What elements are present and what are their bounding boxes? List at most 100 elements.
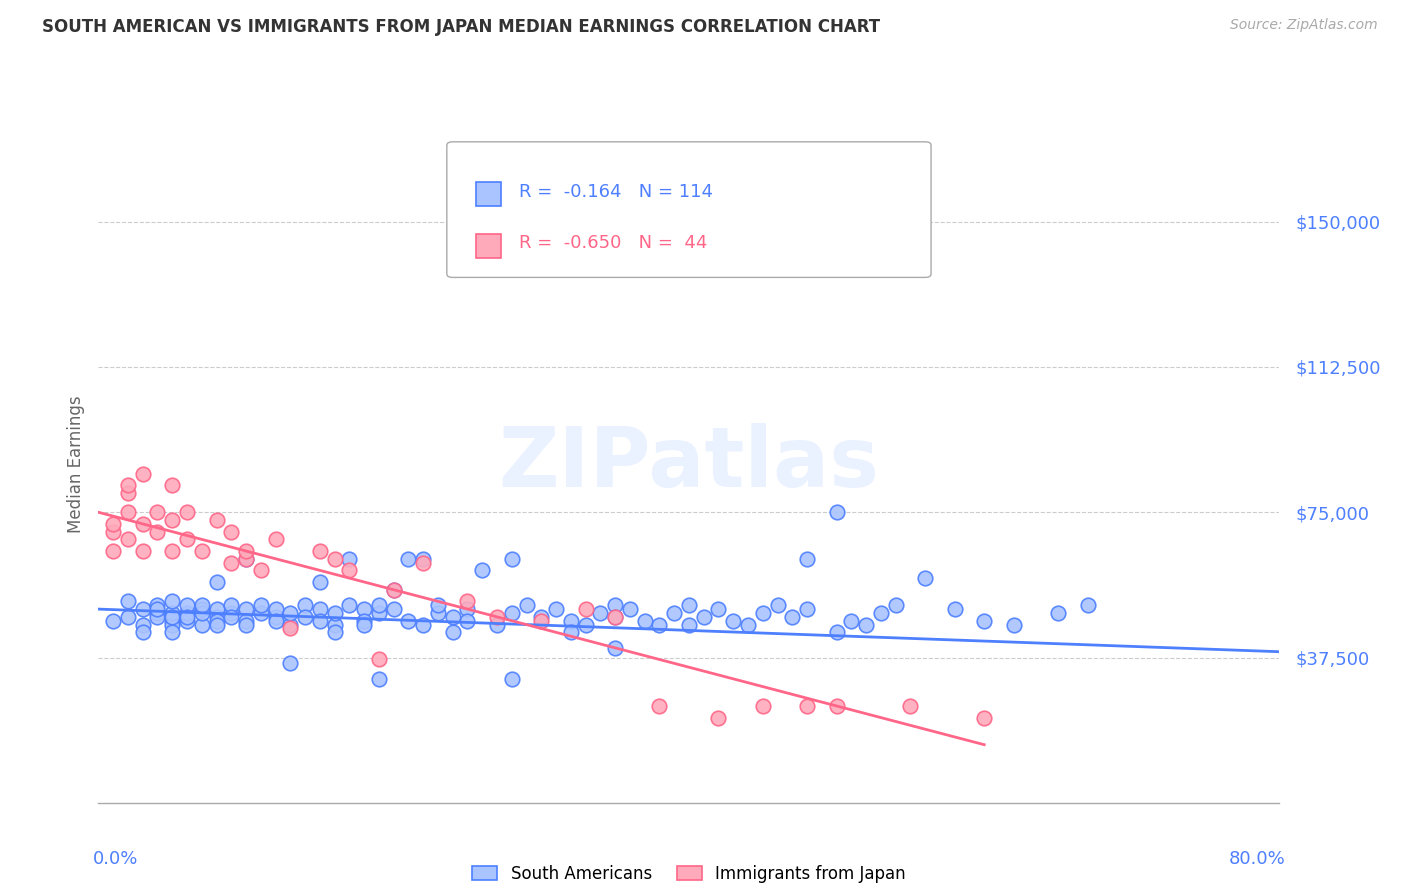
Point [589,606,612,620]
Point [264,610,287,624]
Point [456,602,478,616]
Point [605,640,627,655]
Point [205,574,228,589]
Point [294,610,316,624]
Point [619,602,641,616]
Point [560,625,582,640]
Point [869,606,891,620]
Point [278,622,302,636]
Point [605,610,627,624]
Point [235,602,257,616]
Point [176,614,198,628]
Point [250,606,273,620]
Point [1046,606,1069,620]
Point [191,544,214,558]
Text: ZIPatlas: ZIPatlas [499,424,879,504]
Point [337,599,360,613]
Point [456,614,478,628]
Point [205,614,228,628]
Point [574,617,596,632]
Text: 0.0%: 0.0% [93,850,138,868]
Point [441,610,464,624]
Point [914,571,936,585]
Point [162,513,183,527]
Point [103,614,125,628]
Point [501,551,523,566]
Point [353,617,375,632]
Point [368,599,391,613]
Point [146,610,169,624]
Point [132,516,155,531]
Point [219,599,242,613]
Point [456,594,478,608]
Point [132,602,155,616]
Point [191,599,214,613]
Point [309,544,332,558]
Text: Source: ZipAtlas.com: Source: ZipAtlas.com [1230,18,1378,32]
Point [412,551,434,566]
Point [235,544,257,558]
Point [782,610,804,624]
Text: SOUTH AMERICAN VS IMMIGRANTS FROM JAPAN MEDIAN EARNINGS CORRELATION CHART: SOUTH AMERICAN VS IMMIGRANTS FROM JAPAN … [42,18,880,36]
Point [176,606,198,620]
Point [796,698,818,713]
Point [678,599,700,613]
Point [264,602,287,616]
Point [103,524,125,539]
Point [323,625,346,640]
Point [205,513,228,527]
Point [323,606,346,620]
Point [176,505,198,519]
Y-axis label: Median Earnings: Median Earnings [66,395,84,533]
Point [146,524,169,539]
Point [544,602,567,616]
Point [117,610,139,624]
Point [441,625,464,640]
Point [162,478,183,492]
Point [117,478,139,492]
Point [412,617,434,632]
Point [309,614,332,628]
Point [353,602,375,616]
Point [412,556,434,570]
Point [427,606,450,620]
Point [766,599,789,613]
Point [146,599,169,613]
Point [693,610,716,624]
Point [205,610,228,624]
Text: R =  -0.164   N = 114: R = -0.164 N = 114 [519,183,713,201]
Legend: South Americans, Immigrants from Japan: South Americans, Immigrants from Japan [465,858,912,889]
Point [132,617,155,632]
Point [943,602,966,616]
Point [839,614,862,628]
Point [648,617,671,632]
Point [721,614,744,628]
Point [191,602,214,616]
Point [117,533,139,547]
Point [278,617,302,632]
Point [132,544,155,558]
Point [382,582,405,597]
Point [162,617,183,632]
Point [278,606,302,620]
Point [309,574,332,589]
Point [796,551,818,566]
Point [973,614,995,628]
Point [1002,617,1025,632]
Point [103,516,125,531]
Bar [477,234,501,258]
Point [973,710,995,724]
Point [191,617,214,632]
Point [825,698,848,713]
Point [176,599,198,613]
Point [737,617,759,632]
Point [162,614,183,628]
Point [396,614,419,628]
Point [337,563,360,577]
Point [605,610,627,624]
Point [605,599,627,613]
Point [146,606,169,620]
Point [219,610,242,624]
Point [162,610,183,624]
Point [117,594,139,608]
